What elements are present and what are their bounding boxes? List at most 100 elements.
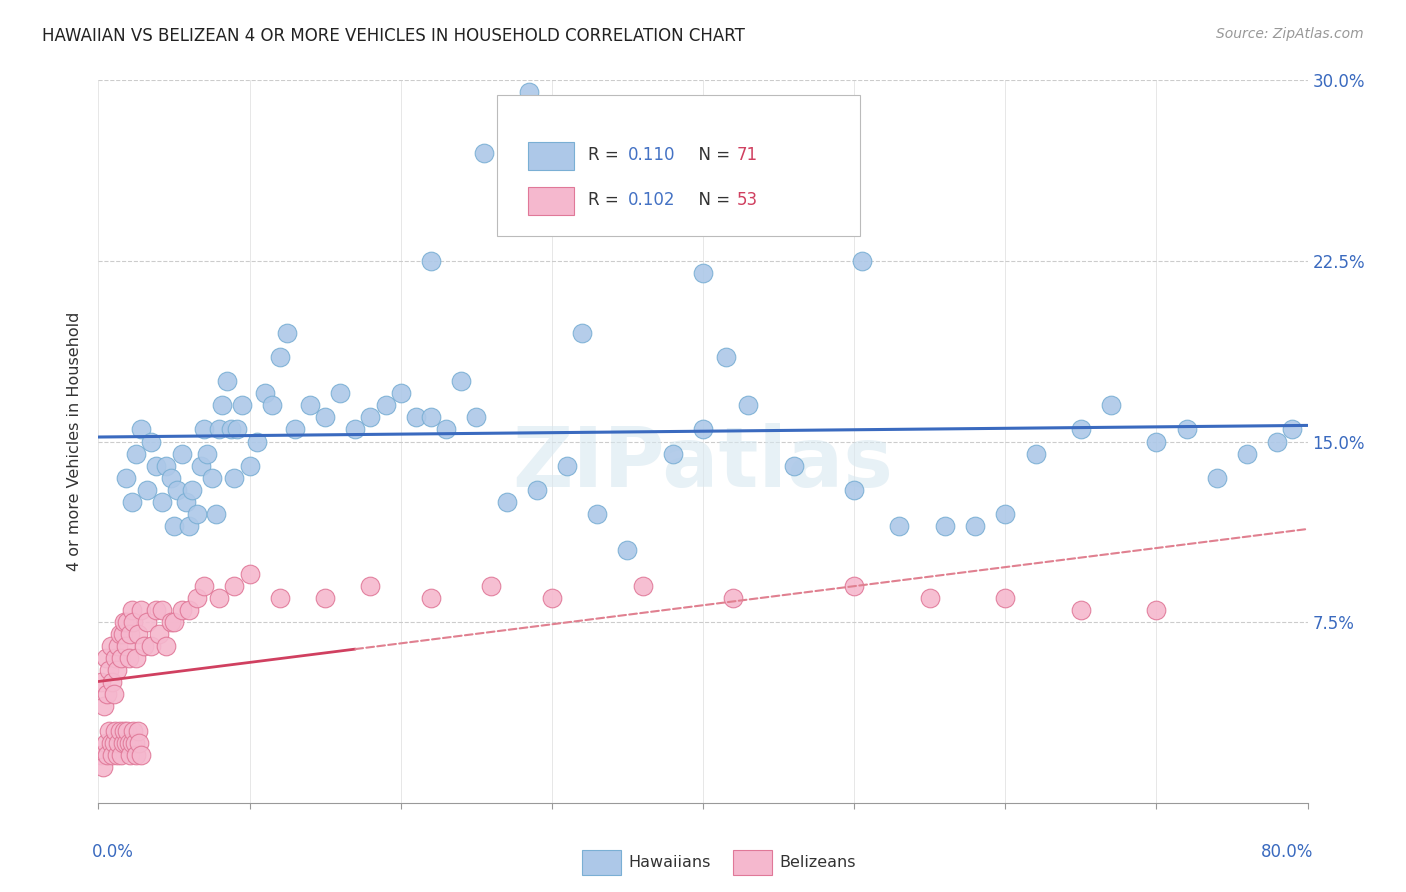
Point [231, 398, 253, 412]
Point [121, 494, 143, 508]
Point [94, 651, 117, 665]
Point [90, 675, 112, 690]
Point [145, 603, 167, 617]
Point [526, 483, 548, 497]
Point [420, 410, 443, 425]
Point [127, 723, 149, 738]
Point [205, 507, 228, 521]
Point [148, 627, 170, 641]
Point [246, 434, 269, 449]
Point [276, 326, 298, 340]
Text: 0.0%: 0.0% [93, 843, 134, 861]
Text: N =: N = [689, 145, 735, 164]
Point [111, 735, 134, 749]
Point [129, 603, 152, 617]
Point [472, 145, 495, 160]
Point [918, 591, 941, 605]
Point [114, 735, 136, 749]
Point [179, 603, 201, 617]
Point [132, 639, 155, 653]
Point [127, 627, 149, 641]
Point [1267, 434, 1289, 449]
Point [111, 627, 134, 641]
Point [107, 735, 129, 749]
Point [1281, 422, 1303, 436]
Point [160, 615, 183, 630]
Point [934, 518, 956, 533]
Point [434, 422, 457, 436]
Point [174, 494, 197, 508]
Point [115, 615, 138, 630]
Point [314, 591, 336, 605]
Point [170, 603, 193, 617]
Point [465, 410, 488, 425]
Point [110, 651, 132, 665]
Point [851, 253, 873, 268]
Point [166, 483, 188, 497]
Text: ZIPatlas: ZIPatlas [513, 423, 893, 504]
Bar [734, 850, 772, 875]
Point [389, 386, 412, 401]
Point [104, 651, 127, 665]
Point [481, 579, 503, 593]
Point [889, 518, 911, 533]
Point [405, 410, 427, 425]
Point [98, 723, 121, 738]
Point [155, 639, 177, 653]
Point [239, 458, 262, 473]
Text: Source: ZipAtlas.com: Source: ZipAtlas.com [1216, 27, 1364, 41]
Point [100, 735, 122, 749]
Point [994, 591, 1017, 605]
Point [1070, 603, 1092, 617]
Text: R =: R = [588, 145, 624, 164]
Point [125, 446, 148, 460]
Point [450, 374, 472, 388]
Point [125, 651, 148, 665]
Point [110, 747, 132, 762]
Point [108, 627, 131, 641]
Point [190, 458, 212, 473]
Point [103, 735, 125, 749]
Point [150, 603, 173, 617]
Point [844, 579, 866, 593]
Point [783, 458, 806, 473]
Point [100, 639, 122, 653]
Point [129, 747, 152, 762]
Text: 53: 53 [737, 191, 758, 210]
Point [163, 615, 186, 630]
Point [965, 518, 987, 533]
Point [616, 542, 638, 557]
Point [118, 735, 141, 749]
Point [420, 253, 443, 268]
Point [1206, 470, 1229, 484]
Point [107, 639, 129, 653]
Text: HAWAIIAN VS BELIZEAN 4 OR MORE VEHICLES IN HOUSEHOLD CORRELATION CHART: HAWAIIAN VS BELIZEAN 4 OR MORE VEHICLES … [42, 27, 745, 45]
Text: R =: R = [588, 191, 624, 210]
Text: Belizeans: Belizeans [779, 855, 856, 870]
Point [714, 350, 737, 364]
Point [226, 422, 249, 436]
Point [1144, 434, 1167, 449]
Point [224, 470, 246, 484]
Point [692, 266, 714, 280]
Point [314, 410, 336, 425]
Point [1236, 446, 1258, 460]
Point [329, 386, 352, 401]
Point [101, 747, 124, 762]
Point [98, 664, 121, 678]
Point [114, 639, 136, 653]
Point [844, 483, 866, 497]
Point [495, 494, 517, 508]
Point [737, 398, 759, 412]
Bar [582, 850, 621, 875]
Point [540, 591, 562, 605]
Point [145, 458, 167, 473]
Point [115, 723, 138, 738]
Point [105, 664, 128, 678]
FancyBboxPatch shape [498, 95, 860, 235]
Point [224, 579, 246, 593]
Point [121, 603, 143, 617]
Point [193, 579, 215, 593]
Point [125, 747, 148, 762]
Point [101, 675, 124, 690]
